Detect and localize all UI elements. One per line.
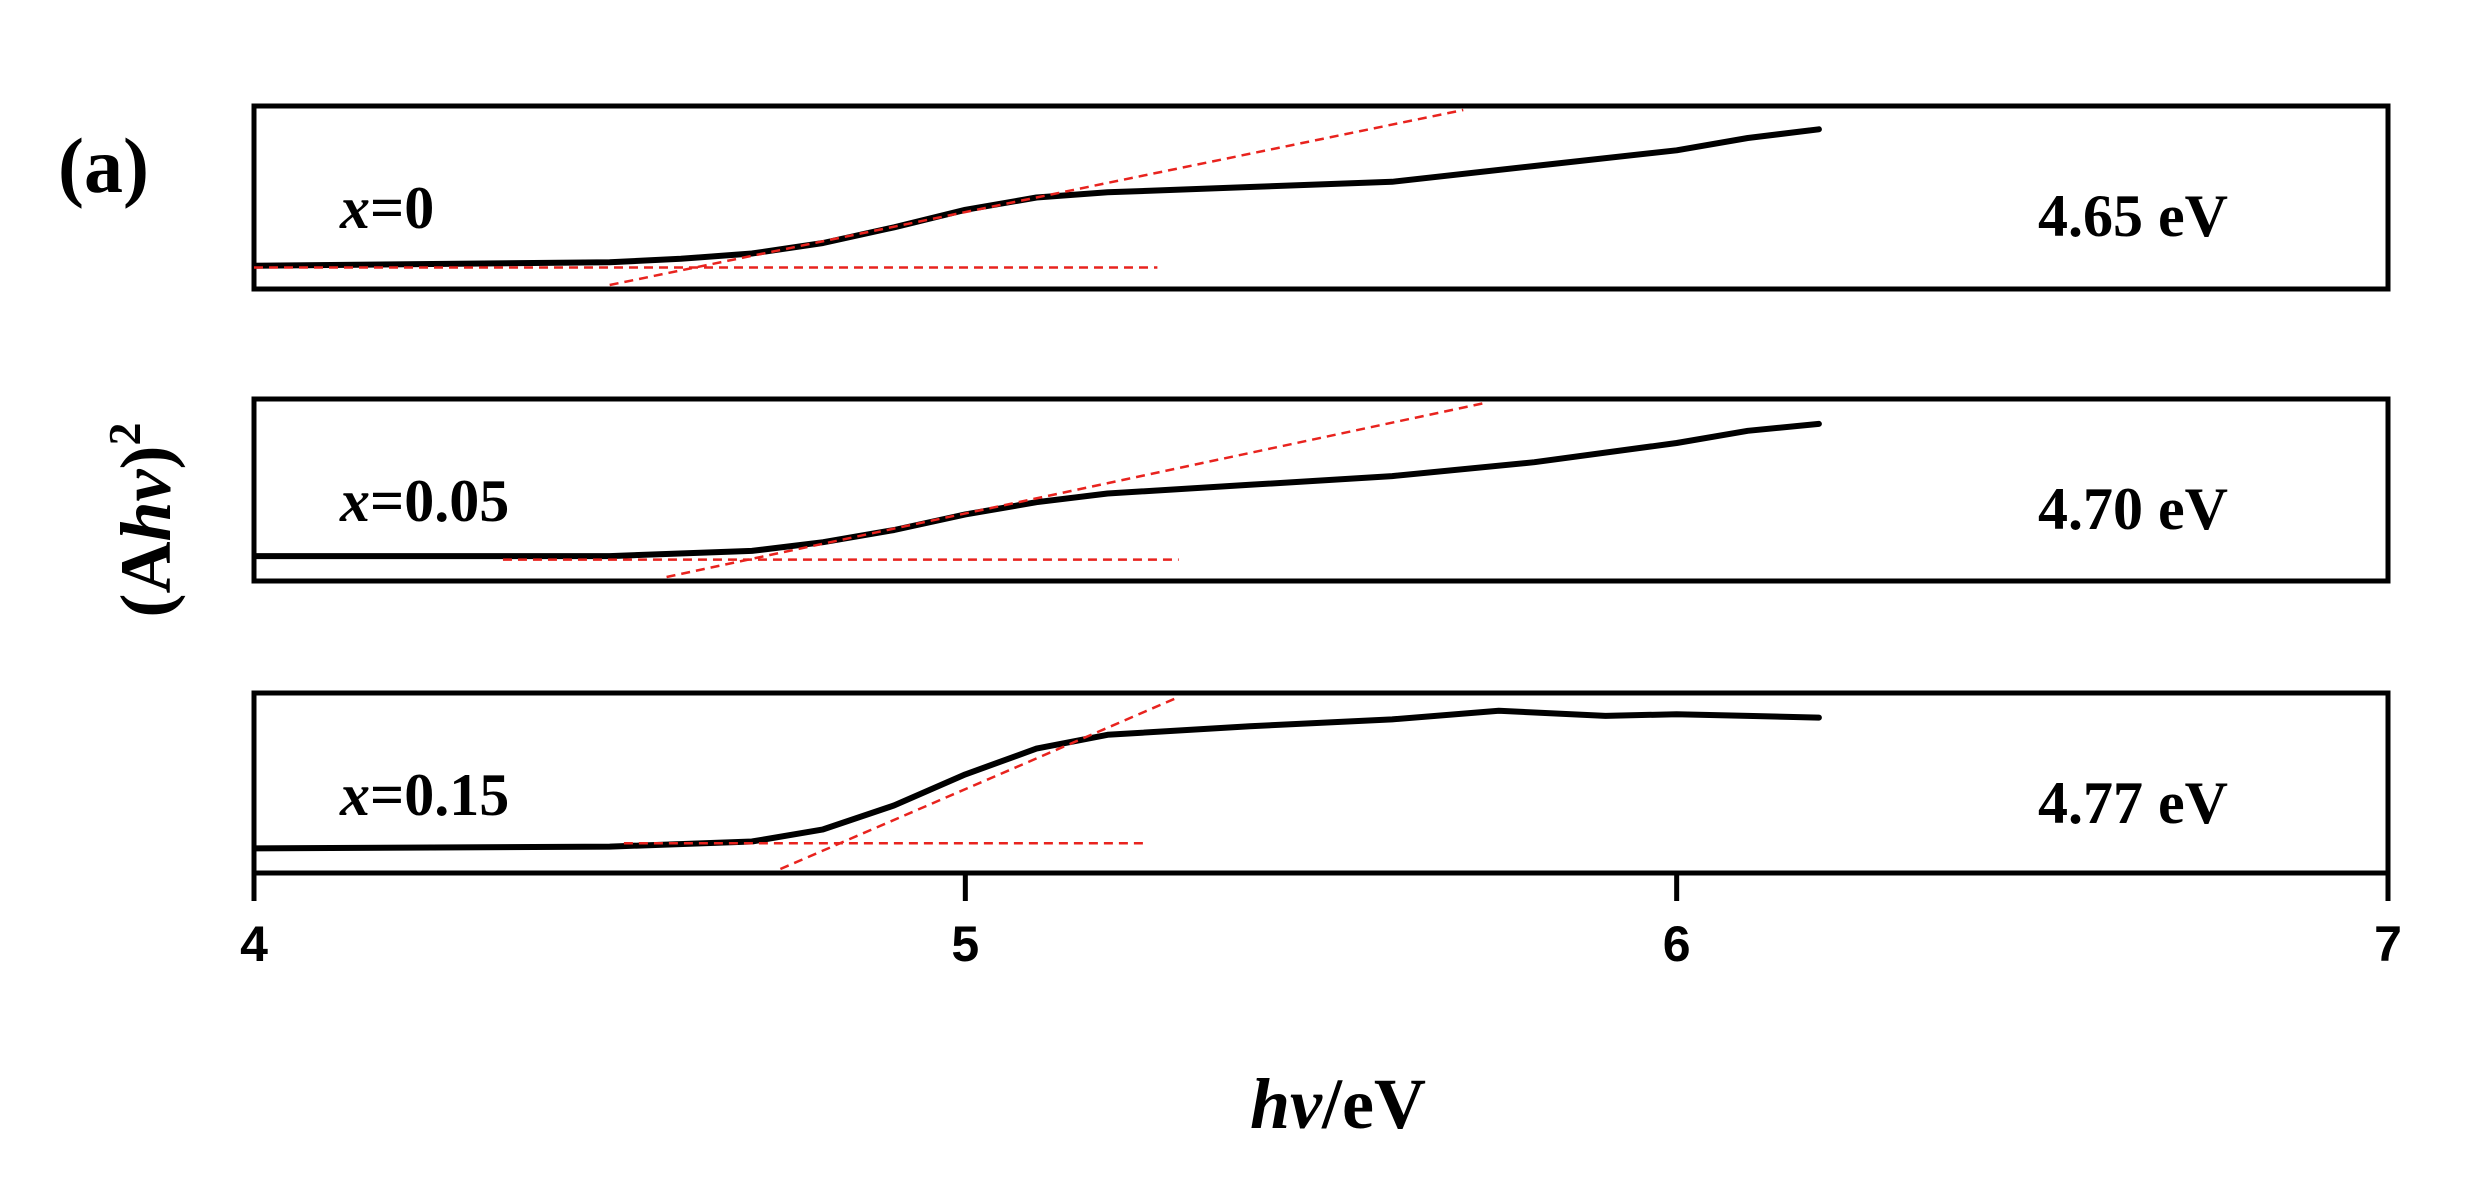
y-axis-title-prefix: (A — [106, 542, 186, 618]
sample-label-var: x — [339, 468, 370, 534]
panel-frame — [251, 690, 2391, 876]
sample-label: x=0 — [339, 175, 434, 241]
panel-1: x=0 4.65 eV — [251, 103, 2391, 292]
panel-label: (a) — [58, 122, 149, 209]
panel-frame — [251, 103, 2391, 292]
y-axis-title: (Ahν)2 — [99, 423, 186, 618]
y-axis-title-exponent: 2 — [99, 423, 150, 446]
panel-plot-area — [254, 401, 1822, 579]
sample-label-var: x — [339, 762, 370, 828]
absorption-curve — [254, 707, 1822, 852]
x-tick-label: 5 — [951, 916, 979, 972]
tangent-fit-line — [666, 401, 1485, 579]
x-axis: 4 5 6 7 — [240, 873, 2402, 972]
x-tick-label: 4 — [240, 916, 268, 972]
sample-label-value: =0 — [370, 175, 434, 241]
band-gap-label: 4.65 eV — [2038, 183, 2228, 249]
x-tick-label: 6 — [1663, 916, 1691, 972]
x-tick-label: 7 — [2374, 916, 2402, 972]
band-gap-label: 4.77 eV — [2038, 770, 2228, 836]
tangent-fit-line — [779, 695, 1180, 871]
sample-label-value: =0.15 — [370, 762, 509, 828]
x-axis-title: hν/eV — [1250, 1064, 1426, 1144]
panel-3: x=0.15 4.77 eV — [251, 690, 2391, 876]
x-axis-title-suffix: /eV — [1321, 1064, 1426, 1144]
panel-frame — [251, 396, 2391, 584]
sample-label: x=0.15 — [339, 762, 509, 828]
sample-label: x=0.05 — [339, 468, 509, 534]
panels-layer: x=0 4.65 eVx=0.05 4.70 eVx=0.15 4.77 eV — [251, 103, 2391, 876]
absorption-curve — [254, 420, 1822, 560]
tangent-fit-line — [609, 108, 1464, 287]
svg-text:(Ahν)2: (Ahν)2 — [99, 423, 186, 618]
band-gap-label: 4.70 eV — [2038, 476, 2228, 542]
panel-2: x=0.05 4.70 eV — [251, 396, 2391, 584]
x-axis-title-italic: hν — [1250, 1064, 1323, 1144]
sample-label-var: x — [339, 175, 370, 241]
panel-plot-area — [254, 695, 1822, 871]
y-axis-title-suffix: ) — [106, 446, 186, 470]
y-axis-title-italic: hν — [106, 468, 186, 541]
sample-label-value: =0.05 — [370, 468, 509, 534]
panel-plot-area — [254, 108, 1822, 287]
